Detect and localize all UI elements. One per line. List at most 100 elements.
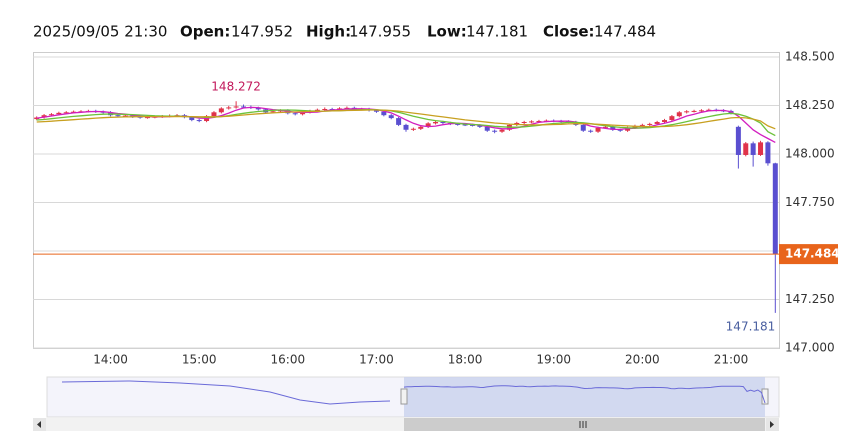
candle-body [226, 107, 232, 109]
candle-body [455, 123, 461, 125]
x-tick-label: 19:00 [536, 353, 571, 367]
y-tick-label: 147.750 [785, 195, 835, 209]
candle-body [373, 110, 379, 112]
last-price-label: 147.484 [785, 247, 840, 261]
candle-body [122, 115, 128, 117]
candle-body [41, 115, 47, 118]
candle-body [772, 163, 778, 255]
candle-body [647, 123, 653, 125]
candle-body [433, 121, 439, 124]
candle-body [662, 120, 668, 122]
scrollbar-thumb[interactable] [404, 418, 765, 431]
candle-body [255, 107, 261, 110]
moving-average [36, 109, 776, 130]
candle-body [462, 124, 468, 126]
candle-body [440, 121, 446, 123]
candle-body [639, 124, 645, 126]
candle-body [484, 126, 490, 131]
plot-frame [33, 52, 780, 349]
candle-body [691, 110, 697, 112]
candle-body [56, 112, 62, 115]
candle-body [595, 127, 601, 132]
candle-body [233, 106, 239, 108]
moving-average [36, 108, 776, 137]
y-tick-label: 148.250 [785, 98, 835, 112]
candle-body [477, 125, 483, 127]
candle-body [189, 117, 195, 121]
y-tick-label: 147.250 [785, 292, 835, 306]
last-price-tag [779, 244, 838, 265]
candle-body [765, 142, 771, 164]
candle-body [602, 126, 608, 128]
candle-body [492, 130, 498, 132]
candle-body [396, 118, 402, 125]
y-tick-label: 148.500 [785, 50, 835, 64]
candle-body [418, 126, 424, 129]
candle-body [410, 128, 416, 130]
candle-body [698, 110, 704, 112]
navigator-handle[interactable] [761, 388, 769, 405]
candle-body [617, 129, 623, 131]
x-tick-label: 14:00 [93, 353, 128, 367]
candle-body [388, 115, 394, 119]
low-value: 147.181 [466, 23, 528, 41]
navigator-history [61, 380, 391, 405]
candle-body [137, 116, 143, 118]
candle-body [669, 116, 675, 121]
arrow-left [37, 421, 41, 428]
candle-body [654, 121, 660, 124]
x-tick-label: 18:00 [448, 353, 483, 367]
candle-body [625, 127, 631, 131]
candle-body [344, 107, 350, 109]
candle-body [48, 114, 54, 116]
candle-body [196, 120, 202, 122]
candle-body [71, 111, 77, 113]
candle-body [322, 108, 328, 110]
y-tick-label: 148.000 [785, 147, 835, 161]
x-tick-label: 15:00 [182, 353, 217, 367]
candle-body [676, 112, 682, 117]
x-tick-label: 21:00 [714, 353, 749, 367]
candle-body [403, 124, 409, 130]
max-annotation: 148.272 [211, 80, 261, 94]
candle-body [758, 142, 764, 155]
candle-body [381, 111, 387, 116]
navigator-window[interactable] [404, 377, 765, 417]
candle-body [115, 115, 121, 117]
close-label: Close: [543, 23, 595, 41]
candle-body [536, 121, 542, 123]
candle-body [241, 106, 247, 108]
candle-body [218, 108, 224, 113]
candle-body [610, 126, 616, 130]
close-value: 147.484 [594, 23, 656, 41]
y-tick-label: 147.000 [785, 341, 835, 355]
x-tick-label: 20:00 [625, 353, 660, 367]
high-value: 147.955 [349, 23, 411, 41]
candle-body [270, 111, 276, 113]
candle-body [34, 117, 40, 120]
candle-body [684, 111, 690, 113]
candle-body [211, 112, 217, 117]
candle-body [499, 129, 505, 132]
candle-body [743, 143, 749, 155]
high-label: High: [306, 23, 351, 41]
x-tick-label: 17:00 [359, 353, 394, 367]
x-tick-label: 16:00 [271, 353, 306, 367]
candle-body [750, 143, 756, 155]
navigator-handle[interactable] [400, 388, 408, 405]
candle-body [735, 126, 741, 155]
open-label: Open: [180, 23, 230, 41]
min-annotation: 147.181 [726, 319, 776, 333]
scrollbar-grip [579, 421, 587, 428]
candle-body [580, 124, 586, 131]
candle-body [63, 112, 69, 114]
candle-body [425, 123, 431, 127]
candle-body [144, 117, 150, 119]
arrow-right [770, 421, 774, 428]
low-label: Low: [427, 23, 467, 41]
datetime: 2025/09/05 21:30 [33, 23, 167, 41]
open-value: 147.952 [231, 23, 293, 41]
candle-body [300, 112, 306, 115]
candle-body [521, 121, 527, 123]
